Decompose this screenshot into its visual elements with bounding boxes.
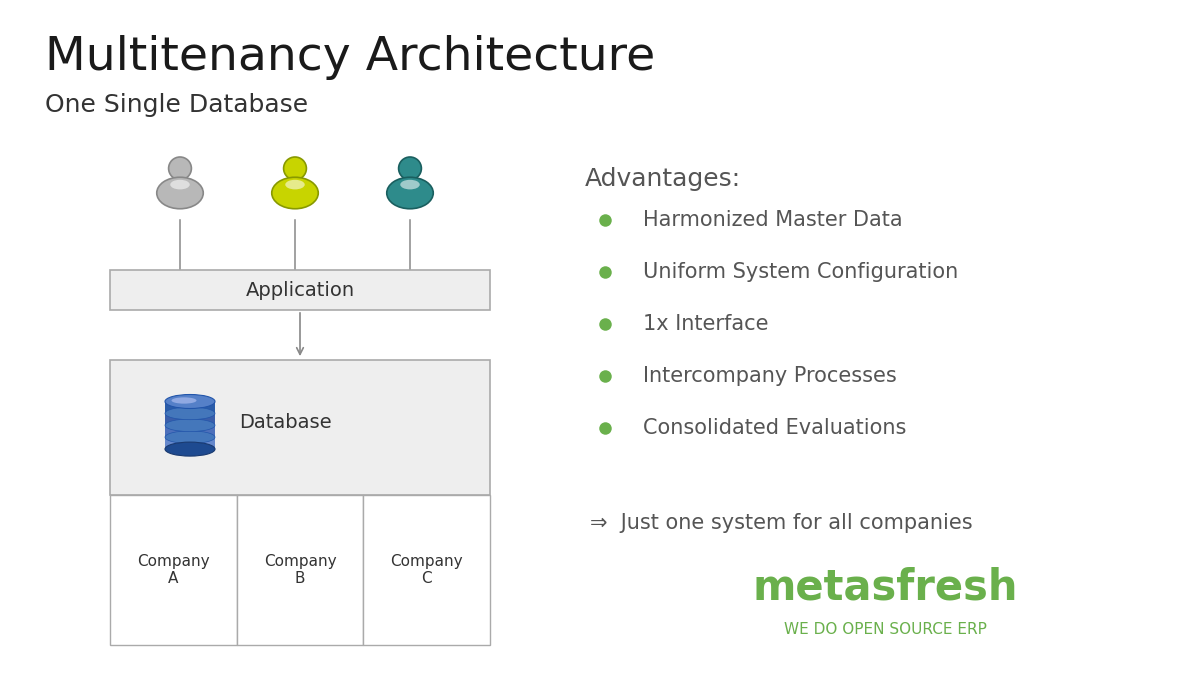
Ellipse shape bbox=[166, 407, 215, 420]
Bar bbox=[166, 402, 215, 449]
Ellipse shape bbox=[401, 180, 420, 190]
Ellipse shape bbox=[166, 419, 215, 431]
Text: Company
A: Company A bbox=[137, 554, 210, 586]
Circle shape bbox=[168, 157, 192, 180]
Text: Company
C: Company C bbox=[390, 554, 463, 586]
Text: metasfresh: metasfresh bbox=[752, 566, 1018, 608]
Text: Intercompany Processes: Intercompany Processes bbox=[643, 366, 896, 386]
Bar bbox=[166, 402, 215, 413]
FancyBboxPatch shape bbox=[110, 360, 490, 495]
Text: Harmonized Master Data: Harmonized Master Data bbox=[643, 210, 902, 230]
Text: Multitenancy Architecture: Multitenancy Architecture bbox=[46, 35, 655, 80]
Text: Company
B: Company B bbox=[264, 554, 336, 586]
Ellipse shape bbox=[166, 431, 215, 443]
Ellipse shape bbox=[386, 178, 433, 209]
Ellipse shape bbox=[166, 442, 215, 456]
FancyBboxPatch shape bbox=[236, 495, 364, 645]
Text: Advantages:: Advantages: bbox=[586, 167, 742, 191]
Circle shape bbox=[398, 157, 421, 180]
Ellipse shape bbox=[157, 178, 203, 209]
Ellipse shape bbox=[271, 178, 318, 209]
Text: 1x Interface: 1x Interface bbox=[643, 314, 768, 334]
FancyBboxPatch shape bbox=[364, 495, 490, 645]
Bar bbox=[166, 437, 215, 449]
Bar bbox=[166, 425, 215, 437]
Text: Uniform System Configuration: Uniform System Configuration bbox=[643, 262, 959, 282]
Text: Consolidated Evaluations: Consolidated Evaluations bbox=[643, 418, 906, 438]
FancyBboxPatch shape bbox=[110, 495, 236, 645]
Text: Database: Database bbox=[239, 413, 331, 432]
Ellipse shape bbox=[166, 394, 215, 408]
Text: Application: Application bbox=[246, 281, 354, 300]
Circle shape bbox=[283, 157, 306, 180]
Ellipse shape bbox=[172, 398, 197, 404]
FancyBboxPatch shape bbox=[110, 270, 490, 310]
Ellipse shape bbox=[170, 180, 190, 190]
Bar bbox=[166, 413, 215, 425]
Text: ⇒  Just one system for all companies: ⇒ Just one system for all companies bbox=[590, 513, 973, 533]
Ellipse shape bbox=[286, 180, 305, 190]
Text: One Single Database: One Single Database bbox=[46, 93, 308, 117]
Text: WE DO OPEN SOURCE ERP: WE DO OPEN SOURCE ERP bbox=[784, 622, 986, 637]
